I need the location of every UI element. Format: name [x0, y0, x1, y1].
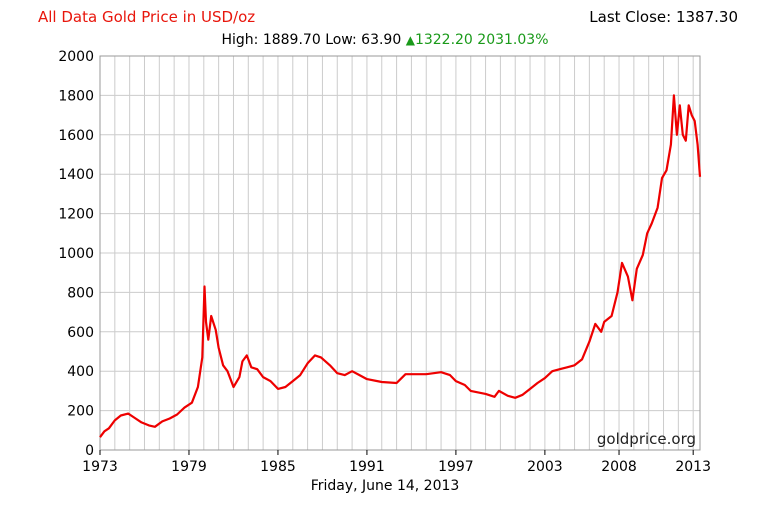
chart-grid	[99, 55, 700, 451]
y-tick-label: 600	[67, 325, 94, 341]
plot-frame	[99, 55, 701, 451]
stats-line: High: 1889.70 Low: 63.90 ▲1322.20 2031.0…	[0, 32, 770, 48]
price-series-line	[99, 94, 702, 438]
x-tick-label: 1973	[82, 459, 118, 475]
y-tick-label: 400	[67, 364, 94, 380]
x-tick-label: 2008	[601, 459, 637, 475]
last-close-label: Last Close: 1387.30	[589, 8, 738, 26]
x-tick-label: 1997	[438, 459, 474, 475]
x-tick-label: 2003	[527, 459, 563, 475]
y-tick-label: 2000	[58, 49, 94, 65]
up-triangle-icon: ▲	[405, 33, 415, 47]
y-tick-label: 800	[67, 285, 94, 301]
y-tick-label: 200	[67, 404, 94, 420]
y-axis-ticks: 0 200 400 600 800 1000 1200 1400 1600 1800 2000	[58, 49, 94, 459]
high-value: High: 1889.70	[221, 32, 321, 48]
y-tick-label: 0	[85, 443, 94, 459]
y-tick-label: 1800	[58, 88, 94, 104]
y-tick-label: 1600	[58, 128, 94, 144]
y-tick-label: 1400	[58, 167, 94, 183]
change-percent: 2031.03%	[477, 32, 549, 48]
x-tick-label: 1991	[349, 459, 385, 475]
low-value: Low: 63.90	[325, 32, 402, 48]
x-axis-ticks: 1973 1979 1985 1991 1997 2003 2008 2013	[82, 450, 711, 475]
y-tick-label: 1200	[58, 207, 94, 223]
x-tick-label: 1979	[171, 459, 207, 475]
y-tick-label: 1000	[58, 246, 94, 262]
chart-title: All Data Gold Price in USD/oz	[38, 8, 256, 26]
x-tick-label: 2013	[675, 459, 711, 475]
x-tick-label: 1985	[260, 459, 296, 475]
change-value: 1322.20	[414, 32, 473, 48]
watermark: goldprice.org	[597, 430, 696, 448]
date-footer: Friday, June 14, 2013	[310, 478, 460, 494]
